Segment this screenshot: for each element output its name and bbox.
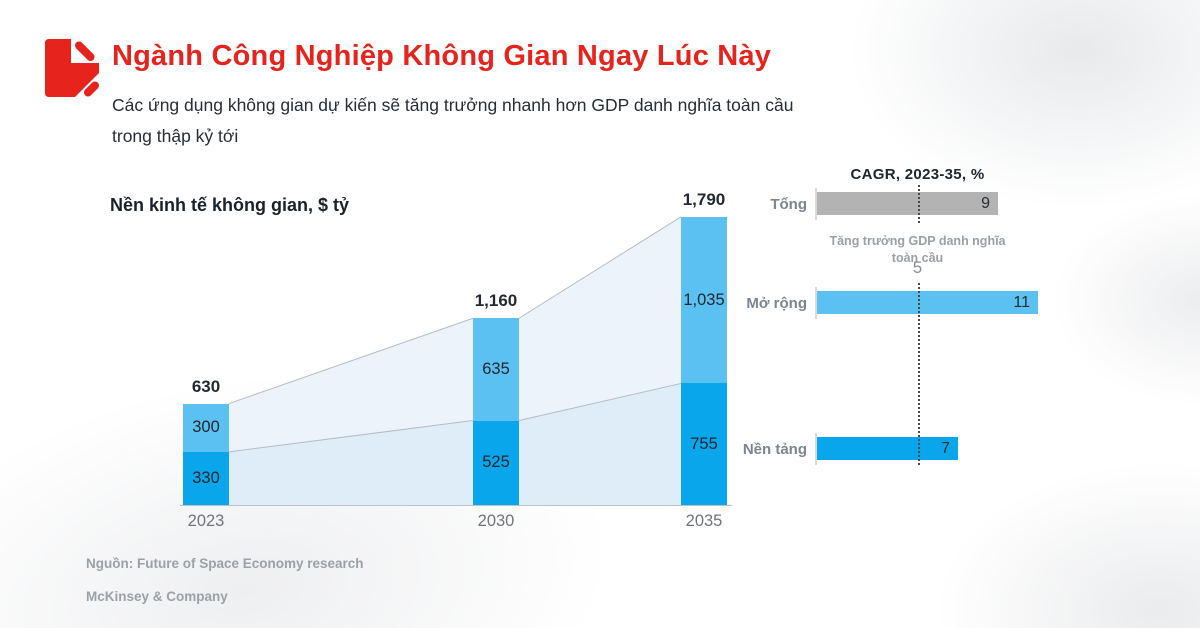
gdp-reference-value-label: 5 — [912, 258, 923, 277]
bar-value-label: 9 — [981, 194, 990, 212]
gdp-reference-line-lower — [918, 283, 920, 465]
bar-value-label: 7 — [941, 439, 950, 457]
flow-area-lower — [519, 383, 681, 505]
bar-value-label: 11 — [1013, 293, 1030, 311]
segment-mo-rong: 300 — [183, 403, 229, 452]
column-total-label: 1,160 — [474, 291, 518, 311]
space-economy-chart-title: Nền kinh tế không gian, $ tỷ — [110, 195, 350, 215]
column-total-label: 630 — [191, 376, 221, 396]
gdp-reference-caption-line1: Tăng trưởng GDP danh nghĩa — [829, 234, 1006, 248]
brand-logo-icon — [45, 39, 99, 97]
segment-nen-tang: 525 — [473, 420, 519, 505]
row-label-mo-rong: Mở rộng — [746, 295, 807, 312]
flow-boundary-line — [228, 419, 474, 453]
stacked-column-2030: 1,160 635 525 — [473, 291, 519, 505]
flow-boundary-line — [228, 317, 474, 405]
cagr-bar-nen-tang: 7 — [817, 437, 958, 460]
company-name: McKinsey & Company — [86, 589, 228, 604]
cagr-chart-title: CAGR, 2023-35, % — [850, 166, 985, 183]
cagr-bar-tong: 9 — [817, 192, 998, 215]
flow-area-upper — [519, 216, 681, 421]
segment-value-label: 330 — [192, 468, 220, 487]
row-label-nen-tang: Nền tảng — [742, 441, 807, 458]
segment-nen-tang: 330 — [183, 451, 229, 505]
stacked-column-2023: 630 300 330 — [183, 377, 229, 505]
x-axis-label-2023: 2023 — [187, 512, 225, 530]
segment-value-label: 300 — [192, 418, 220, 437]
page-title: Ngành Công Nghiệp Không Gian Ngay Lúc Nà… — [112, 40, 772, 72]
flow-area-lower — [229, 420, 473, 505]
page-subtitle-line2: trong thập kỷ tới — [112, 126, 239, 146]
page-subtitle: Các ứng dụng không gian dự kiến sẽ tăng … — [112, 90, 952, 152]
segment-mo-rong: 635 — [473, 318, 519, 421]
gdp-reference-line-upper — [918, 185, 920, 223]
flow-boundary-line — [518, 382, 682, 421]
column-total-label: 1,790 — [682, 189, 726, 209]
source-note: Nguồn: Future of Space Economy research — [86, 556, 364, 571]
segment-value-label: 525 — [482, 453, 510, 472]
background-swoosh-bottom-right — [840, 400, 1200, 628]
row-label-tong: Tổng — [770, 196, 807, 213]
bar-start-tick — [815, 433, 817, 465]
x-axis-label-2035: 2035 — [685, 512, 723, 530]
flow-area-upper — [229, 318, 473, 452]
segment-value-label: 635 — [482, 359, 510, 378]
x-axis-label-2030: 2030 — [477, 512, 515, 530]
bar-start-tick — [815, 287, 817, 319]
page-subtitle-line1: Các ứng dụng không gian dự kiến sẽ tăng … — [112, 95, 794, 115]
cagr-bar-mo-rong: 11 — [817, 291, 1038, 314]
flow-boundary-line — [518, 216, 682, 319]
